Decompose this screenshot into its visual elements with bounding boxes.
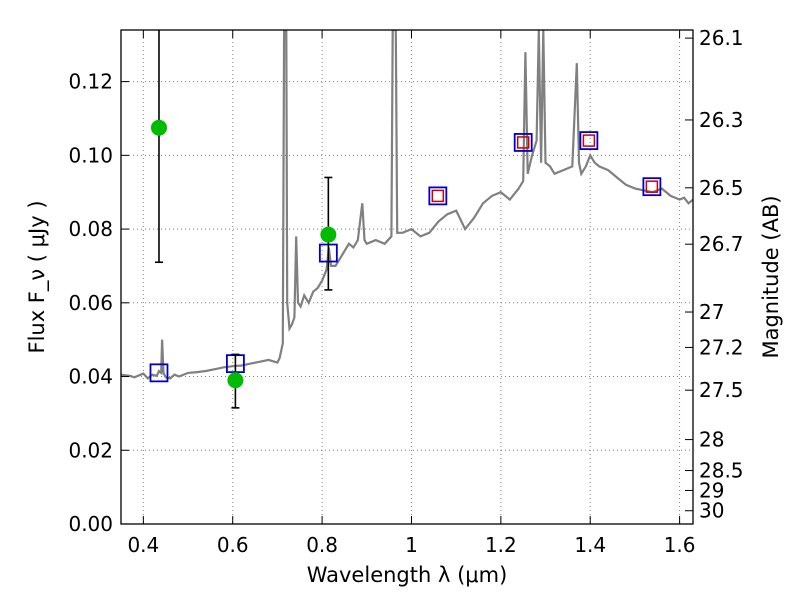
y-tick-label: 0.12 — [68, 70, 113, 94]
plot-area — [121, 30, 693, 524]
model-marker-red — [516, 136, 530, 149]
model-marker-blue — [428, 186, 448, 206]
observed-markers — [150, 30, 337, 409]
y-axis-title: Flux F_ν ( μJy ) — [25, 200, 50, 353]
right-tick-label: 28.5 — [699, 459, 744, 483]
observed-point — [320, 226, 337, 243]
model-marker-red — [431, 189, 445, 203]
model-marker-blue — [513, 133, 533, 152]
y-tick-label: 0.04 — [68, 365, 113, 389]
spectrum-series — [121, 30, 693, 380]
x-tick-label: 0.4 — [127, 533, 159, 557]
tick-labels: 0.4 0.6 0.8 1 1.2 1.4 1.6 0.00 0.02 0.04 0.06 0.08 0… — [68, 26, 743, 557]
axis-ticks — [121, 30, 693, 525]
right-tick-label: 28 — [699, 428, 724, 452]
y-tick-label: 0.10 — [68, 143, 113, 167]
x-tick-label: 1.2 — [485, 533, 517, 557]
right-axis-title: Magnitude (AB) — [759, 195, 783, 358]
x-tick-label: 0.6 — [217, 533, 249, 557]
right-tick-label: 26.3 — [699, 108, 744, 132]
right-tick-label: 27.5 — [699, 378, 744, 402]
right-tick-label: 26.5 — [699, 176, 744, 200]
y-tick-label: 0.06 — [68, 291, 113, 315]
right-tick-label: 27 — [699, 300, 724, 324]
right-tick-label: 29 — [699, 478, 724, 502]
right-tick-label: 26.1 — [699, 26, 744, 50]
right-tick-label: 27.2 — [699, 335, 744, 359]
model-marker-red — [645, 180, 659, 193]
y-tick-label: 0.08 — [68, 217, 113, 241]
x-tick-label: 1.6 — [664, 533, 696, 557]
observed-point — [227, 372, 244, 389]
model-marker-blue — [579, 131, 599, 150]
model-marker-blue — [642, 177, 662, 197]
model-marker-blue — [149, 363, 169, 383]
spectrum-line — [121, 30, 693, 380]
observed-point — [150, 119, 167, 136]
right-tick-label: 26.7 — [699, 232, 744, 256]
y-tick-label: 0.02 — [68, 438, 113, 462]
plot-frame — [120, 29, 694, 525]
x-tick-label: 1.4 — [574, 533, 606, 557]
x-tick-label: 0.8 — [306, 533, 338, 557]
model-marker-red — [582, 134, 596, 147]
x-axis-title: Wavelength λ (μm) — [307, 563, 508, 587]
right-tick-label: 30 — [699, 499, 724, 523]
y-tick-label: 0.00 — [68, 512, 113, 536]
x-tick-label: 1 — [405, 533, 418, 557]
